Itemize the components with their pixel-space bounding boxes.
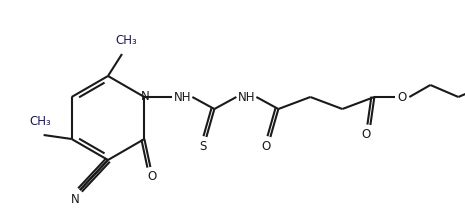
Text: O: O: [262, 139, 271, 152]
Text: O: O: [362, 128, 371, 141]
Text: NH: NH: [173, 90, 191, 103]
Text: CH₃: CH₃: [30, 115, 52, 128]
Text: O: O: [148, 169, 157, 183]
Text: O: O: [398, 90, 407, 103]
Text: N: N: [71, 192, 80, 205]
Text: N: N: [141, 90, 150, 103]
Text: NH: NH: [238, 90, 255, 103]
Text: S: S: [199, 139, 207, 152]
Text: CH₃: CH₃: [115, 34, 137, 47]
